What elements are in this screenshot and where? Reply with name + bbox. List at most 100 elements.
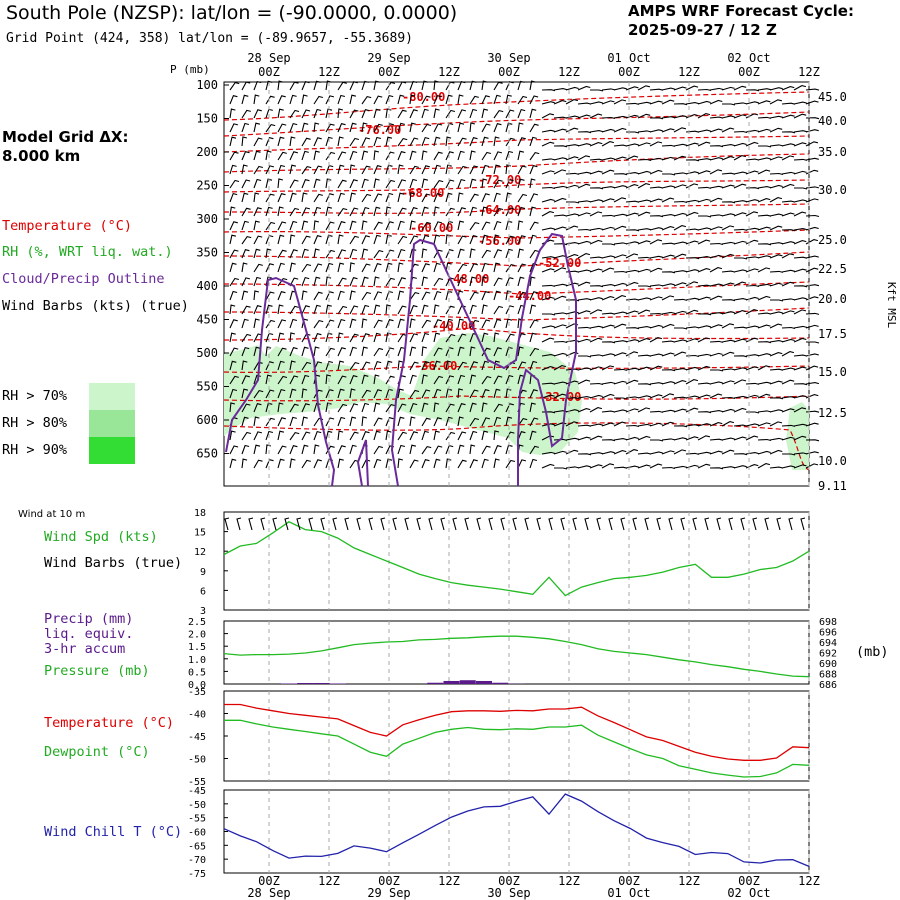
wind-barb [649,215,664,218]
wind-barb [277,458,285,469]
wind-barb [661,185,675,189]
wind-barb [373,417,383,427]
wind-barb [781,131,796,134]
wind-barb [565,86,579,91]
wind-barb [481,375,492,385]
wind-barb [481,151,492,161]
wind-barb [349,262,356,273]
windchill-label: Wind Chill T (°C) [44,824,183,840]
precip-tick: 0.5 [188,667,206,678]
wind-barb [397,235,408,245]
wind-barb [229,164,237,175]
wind-barb [541,227,555,231]
wind-barb [229,445,239,455]
wind-barb [229,319,238,329]
wind-barb [397,164,404,175]
wind-barb [253,318,260,329]
wind-barb [493,458,500,469]
wind-barb [373,319,383,329]
wind-barb [469,122,476,133]
wind-barb [397,290,405,301]
wind-barb [733,155,747,161]
wind-barb [517,431,526,441]
wind-barb [517,276,525,287]
wind-barb [469,402,477,413]
wind-barb-10m [344,517,350,531]
wind-barb-10m [548,517,554,531]
wind-barb [409,109,418,119]
wind-barb [241,235,252,245]
wind-barb [793,337,807,343]
wind-barb [709,145,724,148]
wind-barb [277,80,284,91]
wind-barb [493,109,504,119]
top-date-label: 29 Sep [367,51,410,65]
wind-barb [805,141,819,147]
wind-barb [733,171,747,175]
wind-barb [277,193,286,203]
wind-barb [277,95,286,105]
wind-barb [253,431,263,441]
top-time-tick: 12Z [318,65,340,79]
wind-barb [469,459,478,469]
wind-barb [361,206,370,217]
wind-barb [685,211,699,217]
wind-barb [781,241,795,245]
wind-barb [289,179,299,189]
wind-barb [481,417,491,427]
wind-barb [457,431,467,441]
bottom-time-tick: 00Z [498,874,520,888]
wind-barb [757,243,772,246]
wind-barb [757,295,771,301]
wind-barb [277,249,287,259]
wind-barb [709,467,724,470]
wind-barb [385,234,392,245]
wind-barb [541,256,556,259]
wind-barb [769,225,783,231]
wind-barb [277,234,285,245]
wind-barb [397,207,407,217]
wind-barb [553,438,568,441]
wind-barb [769,466,784,469]
wind-barb [409,333,419,343]
wind-barb [613,438,628,441]
wind-barb [481,234,489,245]
model-grid-line1: Model Grid ΔX: [2,128,129,146]
wind-barb [289,375,299,385]
wind-barb [325,430,333,441]
wind-barb [445,403,455,413]
wind-barb [349,290,356,301]
wind-barb [757,255,771,259]
wind-barb [577,253,591,259]
wind-barb [757,324,771,329]
wind-barb [385,136,393,147]
wind-barb [373,402,381,413]
wind-barb [505,235,515,245]
wind-barb [613,144,628,147]
wind-barb [529,108,537,119]
wind-barb [409,94,416,105]
wind-barb [733,269,747,273]
wind-barb [337,192,345,203]
kft-tick: 15.0 [818,365,847,379]
temperature-line [224,703,810,761]
wind-barb [313,333,322,343]
wind-barb [697,382,712,385]
wind-barb [613,254,627,259]
wind-barb [781,86,795,91]
wind-speed-label: Wind Spd (kts) [44,529,158,545]
wind-barb [589,239,603,245]
wind-barb [337,416,346,427]
wind-barb [697,256,712,259]
wind-barb [541,284,556,287]
wind-barb-10m [632,517,638,531]
wind-barb [361,402,370,413]
wind-barb [553,283,567,287]
wind-barb [577,212,591,217]
wind-barb [673,465,688,469]
legend-rh80: RH > 80% [2,415,68,431]
legend-swatch-rh80 [89,410,135,437]
wind-barb [769,368,784,371]
wind-barb [409,165,419,175]
wind-barb [409,389,420,399]
